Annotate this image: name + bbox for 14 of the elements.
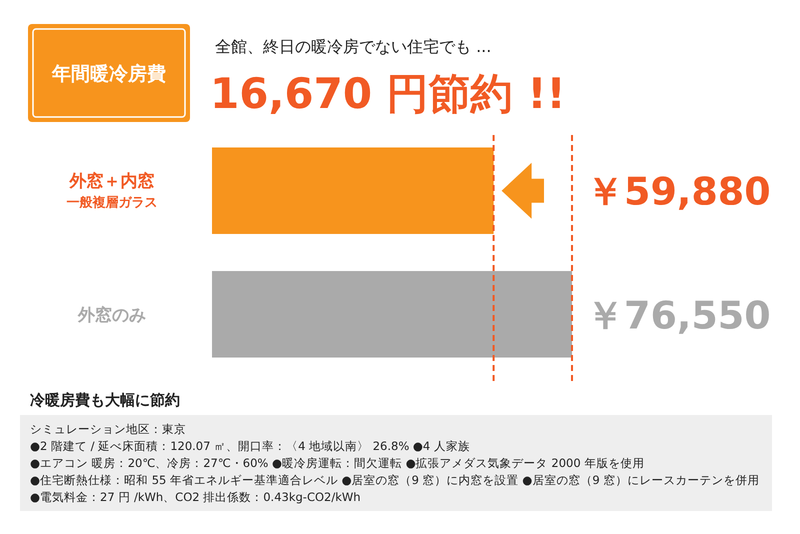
text: ●2 階建て / 延べ床面積：120.07 ㎡、開口率：〈4 地域以南〉 26.8% ●4 人家族 (30, 439, 470, 453)
data-label: ￥76,550 (586, 293, 771, 338)
text: 一般複層ガラス (66, 194, 158, 211)
text: ●電気料金：27 円 /kWh、CO2 排出係数：0.43kg-CO2/kWh (30, 490, 361, 504)
y-tick-label: 外窓のみ (77, 305, 146, 326)
y-tick-label: 外窓＋内窓 (68, 172, 154, 192)
chart-title: 年間暖冷房費 (51, 63, 166, 85)
text: シミュレーション地区：東京 (30, 422, 186, 436)
text: 16,670 円節約 !! (210, 69, 566, 118)
text: ●エアコン 暖房：20℃、冷房：27℃・60% ●暖冷房運転：間欠運転 ●拡張アメダス気象データ 2000 年版を使用 (30, 456, 644, 470)
text: 冷暖房費も大幅に節約 (30, 391, 180, 409)
chart-subtitle: 全館、終日の暖冷房でない住宅でも ... (215, 37, 492, 56)
data-label: ￥59,880 (586, 170, 771, 214)
text: ●住宅断熱仕様：昭和 55 年省エネルギー基準適合レベル ●居室の窓（9 窓）に内窓を設置 ●居室の窓（9 窓）にレースカーテンを併用 (30, 473, 760, 487)
